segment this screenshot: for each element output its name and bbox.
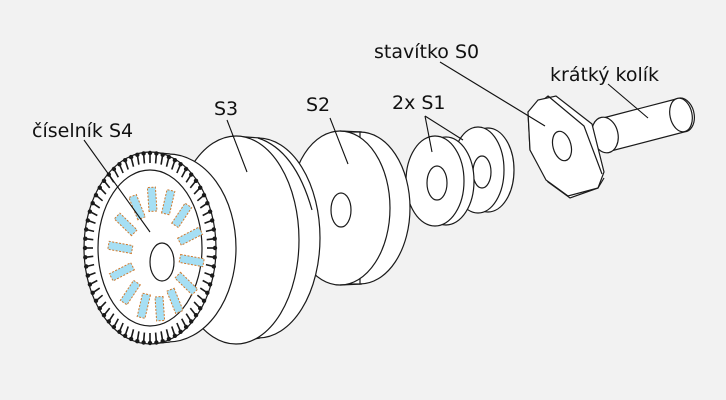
dial-tooth-tip [141, 340, 146, 345]
dial-tooth-tip [183, 324, 189, 330]
dial-teeth [82, 150, 218, 346]
dial-tooth-tip [189, 319, 194, 324]
label-washers-s1: 2x S1 [392, 92, 446, 114]
dial-tooth-tip [135, 152, 140, 157]
dial-slot [174, 271, 199, 296]
label-lever-s0: stavítko S0 [374, 41, 479, 63]
dial-tooth-tip [183, 166, 189, 172]
dial-slot [113, 212, 138, 237]
dial-slot [176, 226, 204, 246]
dial-tooth-tip [84, 227, 89, 232]
dial-slots [107, 186, 205, 322]
dial-tooth-tip [207, 209, 213, 214]
dial-tooth-tip [93, 193, 99, 198]
dial-tooth-tip [154, 340, 159, 345]
dial-tooth-tip [128, 154, 134, 160]
dial-slot [154, 295, 166, 322]
dial-tooth-tip [201, 193, 207, 198]
dial-tooth-tip [198, 306, 203, 311]
dial-tooth-tip [93, 298, 99, 303]
label-dial-s4: číselník S4 [32, 120, 133, 142]
dial-tooth-tip [154, 151, 159, 156]
dial-tooth-tip [178, 329, 183, 334]
dial-tooth-tip [166, 154, 172, 160]
dial-tooth-tip [178, 162, 183, 167]
dial-slot [171, 202, 193, 229]
dial-tooth-tip [210, 218, 215, 223]
leader-s4 [83, 139, 151, 233]
leader-s1a [424, 115, 433, 153]
label-disc-s2: S2 [306, 94, 330, 116]
dial-slot [160, 189, 176, 216]
dial-tooth-tip [193, 313, 199, 318]
dial-tooth-tip [141, 151, 146, 156]
dial-tooth-tip [84, 264, 89, 269]
dial-tooth-tip [111, 166, 117, 172]
dial-tooth-tip [85, 273, 91, 278]
dial-tooth-tip [212, 245, 218, 251]
dial-tooth-tip [97, 185, 103, 190]
washer-s1-front [405, 135, 475, 227]
dial-tooth-tip [193, 178, 199, 183]
dial-slot [146, 186, 158, 213]
dial-tooth-tip [147, 150, 153, 156]
dial-tooth-tip [117, 329, 122, 334]
dial-tooth-tip [82, 245, 88, 251]
label-disc-s3: S3 [214, 98, 238, 120]
dial-tooth-tip [87, 209, 93, 214]
dial-tooth-tip [101, 178, 107, 183]
leader-s3 [226, 119, 248, 173]
dial-tooth-tip [201, 298, 207, 303]
dial-tooth-tip [85, 218, 91, 223]
dial-tooth-tip [211, 227, 216, 232]
dial-tooth-tip [172, 333, 178, 338]
dial-slot [178, 253, 205, 268]
dial-slot [136, 292, 152, 319]
dial-tooth-tip [212, 255, 217, 260]
dial-tooth-tip [90, 290, 95, 295]
leader-lines [83, 61, 649, 233]
dial-tooth-tip [128, 336, 134, 342]
dial-tooth-tip [207, 282, 213, 287]
dial-tooth-tip [106, 319, 112, 324]
dial-tooth-tip [83, 236, 88, 241]
dial-slot [107, 240, 134, 255]
leader-pin [607, 83, 649, 119]
dial-tooth-tip [210, 273, 215, 278]
dial-tooth-tip [90, 201, 95, 206]
dial-tooth-tip [205, 201, 210, 206]
dial-tooth-tip [166, 336, 172, 342]
dial-tooth-tip [212, 236, 217, 241]
lever-s0 [527, 95, 605, 199]
dial-tooth-tip [97, 306, 103, 311]
dial-tooth-tip [122, 158, 128, 163]
dial-tooth-tip [147, 340, 153, 346]
dial-tooth-tip [189, 172, 194, 177]
dial-tooth-tip [135, 339, 140, 344]
dial-tooth-tip [122, 333, 128, 338]
leader-s1b [424, 115, 464, 141]
dial-slot [166, 287, 184, 315]
dial-tooth-tip [211, 264, 216, 269]
dial-tooth-tip [205, 290, 210, 295]
short-pin [591, 97, 695, 154]
leader-s0 [439, 61, 546, 127]
dial-s4 [82, 150, 237, 346]
dial-slot [119, 279, 141, 306]
dial-tooth-tip [101, 313, 107, 318]
dial-tooth-tip [198, 185, 203, 190]
dial-tooth-tip [160, 152, 165, 157]
dial-slot [108, 262, 136, 282]
dial-tooth-tip [111, 324, 117, 330]
dial-tooth-tip [83, 255, 88, 260]
leader-s2 [329, 117, 349, 165]
dial-tooth-tip [160, 339, 165, 344]
dial-tooth-tip [87, 282, 93, 287]
label-short-pin: krátký kolík [550, 64, 659, 86]
dial-tooth-tip [172, 158, 178, 163]
dial-tooth-tip [117, 162, 122, 167]
